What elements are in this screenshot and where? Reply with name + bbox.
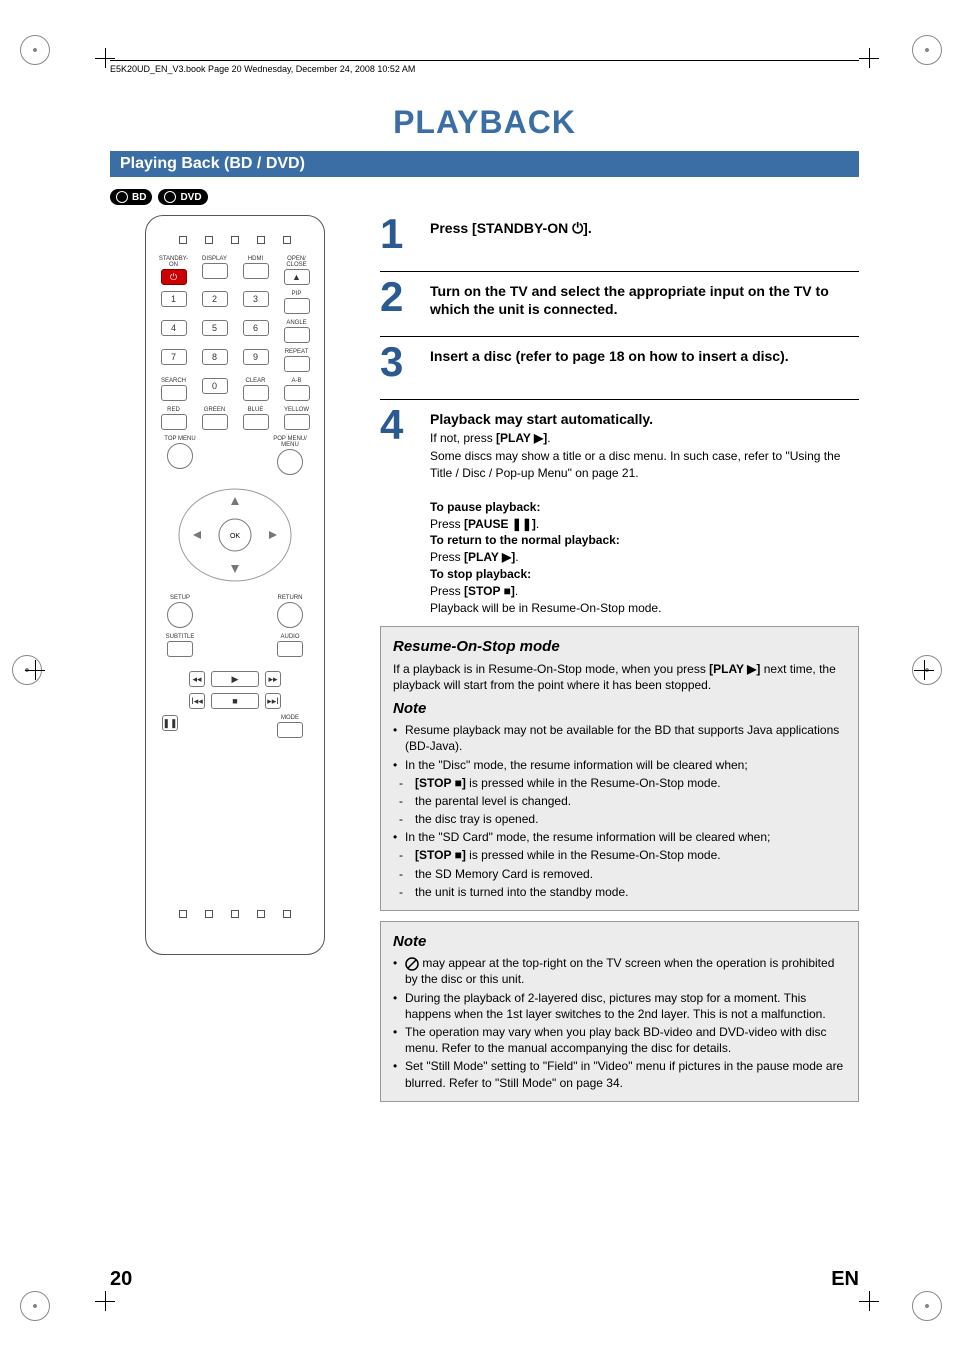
repeat-button[interactable] [284,356,310,372]
red-button[interactable] [161,414,187,430]
resume-desc: If a playback is in Resume-On-Stop mode,… [393,661,846,693]
top-menu-button[interactable] [167,443,193,469]
num-5-button[interactable]: 5 [202,320,228,336]
audio-button[interactable] [277,641,303,657]
prev-button[interactable]: I◂◂ [189,693,205,709]
crop-mark-icon [912,35,942,65]
green-button[interactable] [202,414,228,430]
step-number: 4 [380,406,430,481]
ab-button[interactable] [284,385,310,401]
note-item: Resume playback may not be available for… [393,722,846,754]
angle-button[interactable] [284,327,310,343]
note-item: Set "Still Mode" setting to "Field" in "… [393,1058,846,1090]
register-mark-icon [859,1291,879,1311]
mode-button[interactable] [277,722,303,738]
note-subitem: the unit is turned into the standby mode… [399,884,846,900]
step-4-title: Playback may start automatically. [430,406,859,428]
note-item: In the "SD Card" mode, the resume inform… [393,829,846,845]
note-item: The operation may vary when you play bac… [393,1024,846,1056]
crop-mark-icon [912,1291,942,1321]
num-3-button[interactable]: 3 [243,291,269,307]
clear-button[interactable] [243,385,269,401]
prohibited-icon [405,957,419,971]
num-0-button[interactable]: 0 [202,378,228,394]
num-8-button[interactable]: 8 [202,349,228,365]
header-filepath: E5K20UD_EN_V3.book Page 20 Wednesday, De… [110,61,859,74]
step-1-text: Press [STANDBY-ON ⏻]. [430,215,592,253]
resume-note-box: Resume-On-Stop mode If a playback is in … [380,626,859,911]
register-mark-icon [859,48,879,68]
pause-button[interactable]: ❚❚ [162,715,178,731]
crop-mark-icon [20,35,50,65]
dvd-video-badge: DVD [158,189,207,205]
note-subitem: the disc tray is opened. [399,811,846,827]
stop-heading: To stop playback: [430,567,531,581]
step-number: 1 [380,215,430,253]
play-button[interactable]: ▶ [211,671,259,687]
language-code: EN [831,1268,859,1291]
num-4-button[interactable]: 4 [161,320,187,336]
note-item: may appear at the top-right on the TV sc… [393,955,846,987]
pip-button[interactable] [284,298,310,314]
register-mark-icon [95,1291,115,1311]
display-button[interactable] [202,263,228,279]
navigation-pad[interactable]: OK [175,485,295,585]
note-heading: Note [393,932,846,952]
step-4-line1: If not, press [PLAY ▶]. [430,430,859,446]
section-heading: Playing Back (BD / DVD) [110,151,859,177]
resume-title: Resume-On-Stop mode [393,637,846,657]
register-mark-icon [914,660,934,680]
search-button[interactable] [161,385,187,401]
ffwd-button[interactable]: ▸▸ [265,671,281,687]
num-6-button[interactable]: 6 [243,320,269,336]
stop-button[interactable]: ■ [211,693,259,709]
num-1-button[interactable]: 1 [161,291,187,307]
num-2-button[interactable]: 2 [202,291,228,307]
register-mark-icon [25,660,45,680]
note-heading: Note [393,699,846,719]
pause-heading: To pause playback: [430,500,540,514]
page-title: PLAYBACK [110,104,859,141]
next-button[interactable]: ▸▸I [265,693,281,709]
step-number: 2 [380,278,430,318]
note-subitem: the SD Memory Card is removed. [399,866,846,882]
general-note-box: Note may appear at the top-right on the … [380,921,859,1102]
crop-mark-icon [20,1291,50,1321]
svg-text:OK: OK [230,533,240,540]
step-number: 3 [380,343,430,381]
pop-menu-button[interactable] [277,449,303,475]
bd-video-badge: BD [110,189,152,205]
blue-button[interactable] [243,414,269,430]
note-subitem: [STOP ■] is pressed while in the Resume-… [399,847,846,863]
return-heading: To return to the normal playback: [430,533,620,547]
setup-button[interactable] [167,602,193,628]
num-9-button[interactable]: 9 [243,349,269,365]
note-item: In the "Disc" mode, the resume informati… [393,757,846,773]
standby-on-button[interactable]: ⏻ [161,269,187,285]
yellow-button[interactable] [284,414,310,430]
note-subitem: the parental level is changed. [399,793,846,809]
disc-icon [116,191,128,203]
return-button[interactable] [277,602,303,628]
subtitle-button[interactable] [167,641,193,657]
step-4-line2: Some discs may show a title or a disc me… [430,448,859,480]
stop-after-text: Playback will be in Resume-On-Stop mode. [430,601,661,615]
step-2-text: Turn on the TV and select the appropriat… [430,278,859,318]
step-3-text: Insert a disc (refer to page 18 on how t… [430,343,789,381]
rewind-button[interactable]: ◂◂ [189,671,205,687]
disc-icon [164,191,176,203]
page-number: 20 [110,1268,132,1291]
note-subitem: [STOP ■] is pressed while in the Resume-… [399,775,846,791]
hdmi-button[interactable] [243,263,269,279]
note-item: During the playback of 2-layered disc, p… [393,990,846,1022]
open-close-button[interactable]: ▲ [284,269,310,285]
num-7-button[interactable]: 7 [161,349,187,365]
remote-control-diagram: STANDBY-ON⏻ DISPLAY HDMI OPEN/ CLOSE▲ 1 … [145,215,325,955]
